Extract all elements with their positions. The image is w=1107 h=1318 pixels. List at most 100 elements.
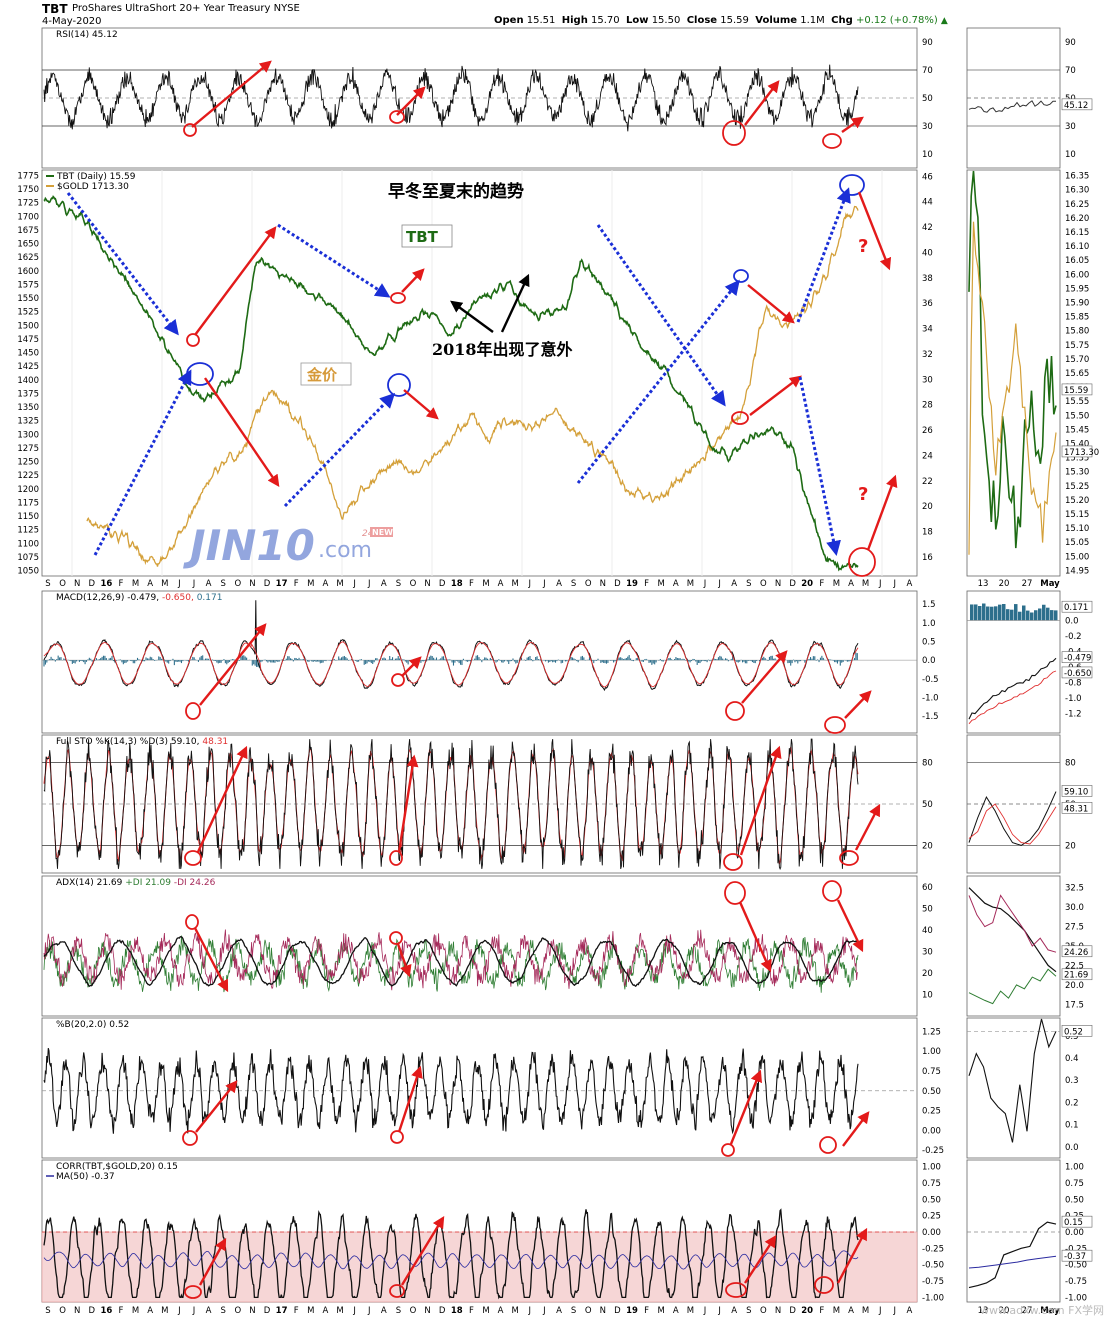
rsi-line: [43, 64, 859, 132]
rsi-low-circle-3: [722, 120, 746, 146]
corr-last-tag-text: 0.15: [1064, 1218, 1083, 1228]
y-tick-label: 34: [922, 325, 933, 335]
corr-up-arrow-3: [743, 1234, 777, 1284]
adx-side-plus: [968, 968, 1057, 1005]
tbt-up-arrow-3: [749, 375, 802, 416]
adx-high-circle-3: [724, 881, 746, 905]
x-month-label: M: [307, 1306, 314, 1316]
adx-high-circle-1: [185, 914, 199, 930]
x-month-label: N: [775, 579, 781, 589]
y-tick-label: 0.0: [922, 656, 936, 666]
gold-high-circle-1: [186, 362, 214, 386]
corr-low-circle-2: [389, 1284, 405, 1298]
y-tick-label: 22: [922, 477, 933, 487]
y-tick-label: 90: [922, 38, 933, 48]
y-tick-label: 90: [1065, 38, 1076, 48]
macd-side-bar: [970, 604, 974, 621]
y-tick-label: -0.75: [922, 1277, 944, 1287]
x-month-label: S: [396, 579, 401, 589]
pctb-last-tag-text: 0.52: [1064, 1027, 1083, 1037]
x-month-label: M: [862, 579, 869, 589]
tbt-low-circle-1: [186, 333, 200, 347]
y-tick-label: 20.0: [1065, 981, 1084, 991]
adx-last-tag: 21.69: [1061, 968, 1093, 981]
x-month-label: D: [614, 1306, 621, 1316]
macd-signal-line: [43, 641, 859, 688]
gold-tick: 1675: [17, 226, 39, 236]
x-month-label: N: [424, 1306, 430, 1316]
x-month-label: 20: [801, 1306, 813, 1316]
side-price-tick: 15.15: [1065, 510, 1089, 520]
adx-minus-tag-box: [1061, 945, 1093, 958]
side-price-tick: 16.25: [1065, 200, 1089, 210]
adx-side-line: [968, 887, 1057, 973]
pctb-up-arrow-2: [397, 1065, 423, 1133]
x-month-label: O: [410, 1306, 417, 1316]
gold-tick: 1200: [17, 485, 39, 495]
adx-minus-tag-text: 24.26: [1064, 948, 1088, 958]
y-tick-label: 0.75: [922, 1179, 941, 1189]
price-legend: TBT (Daily) 15.59$GOLD 1713.30: [46, 172, 136, 192]
side-price-tick: 16.30: [1065, 186, 1089, 196]
x-month-label: S: [45, 1306, 50, 1316]
x-month-label: S: [220, 1306, 225, 1316]
macd-signal-tag: -0.650: [1061, 666, 1093, 679]
macd-side-bar: [1050, 610, 1054, 621]
pctb-side-ticks: 0.5 0.4 0.3 0.2 0.1 0.0: [1065, 1032, 1079, 1153]
gold-legend-label: $GOLD 1713.30: [57, 182, 129, 192]
x-month-label: S: [45, 579, 50, 589]
macd-low-circle-4: [824, 716, 846, 734]
macd-side-bar: [1022, 605, 1026, 621]
gold-label-text: 金价: [306, 366, 338, 384]
rsi-last-tag-text: 45.12: [1064, 101, 1088, 111]
low-label: Low: [626, 15, 649, 26]
y-tick-label: 30: [922, 947, 933, 957]
sto-up-arrow-2: [397, 754, 419, 853]
x-side-label: 27: [1022, 1306, 1033, 1316]
pctb-up-arrow-1: [195, 1080, 238, 1133]
y-tick-label: 0.00: [922, 1228, 941, 1238]
side-price-tick: 16.00: [1065, 270, 1089, 280]
gold-tick: 1625: [17, 253, 39, 263]
x-month-label: N: [249, 579, 255, 589]
x-month-label: M: [658, 1306, 665, 1316]
adx-right-ticks: 60 50 40 30 20 10: [922, 883, 933, 1001]
adx-down-arrow-3: [738, 901, 772, 973]
x-month-label: A: [731, 579, 737, 589]
sto-side-d: [968, 803, 1057, 845]
x-month-label: F: [294, 579, 299, 589]
surprise-arrow-left: [450, 300, 494, 333]
up-triangle-icon: ▲: [940, 16, 948, 26]
y-tick-label: 30: [1065, 122, 1076, 132]
x-month-label: A: [147, 1306, 153, 1316]
volume-label: Volume: [755, 15, 798, 26]
x-side-label: 20: [999, 579, 1010, 589]
macd-side-bar: [1034, 610, 1038, 621]
tbt-low-circle-4: [848, 547, 876, 577]
high-value: 15.70: [591, 15, 620, 26]
x-month-label: A: [848, 579, 854, 589]
macd-last-tag: -0.479: [1061, 651, 1093, 664]
macd-side-bar: [1054, 610, 1058, 621]
x-month-label: D: [439, 579, 446, 589]
sto-low-circle-4: [839, 850, 859, 866]
adx-title-main: ADX(14) 21.69: [56, 878, 125, 888]
gold-down-arrow-4: [857, 191, 892, 271]
gold-tick: 1225: [17, 471, 39, 481]
adx-panel-frame: [41, 875, 918, 1017]
y-tick-label: 0.0: [1065, 1143, 1079, 1153]
gold-tick: 1600: [17, 267, 39, 277]
x-month-label: M: [161, 1306, 168, 1316]
side-price-tick: 15.30: [1065, 468, 1089, 478]
rsi-up-arrow-1: [191, 60, 272, 128]
x-month-label: D: [89, 1306, 96, 1316]
macd-side-bar: [1006, 609, 1010, 621]
x-month-label: A: [206, 579, 212, 589]
x-month-label: F: [644, 579, 649, 589]
macd-up-arrow-1: [199, 623, 267, 706]
x-month-label: N: [249, 1306, 255, 1316]
security-description: ProShares UltraShort 20+ Year Treasury N…: [72, 3, 300, 14]
x-month-label: F: [119, 579, 124, 589]
side-price-tick: 15.45: [1065, 425, 1089, 435]
